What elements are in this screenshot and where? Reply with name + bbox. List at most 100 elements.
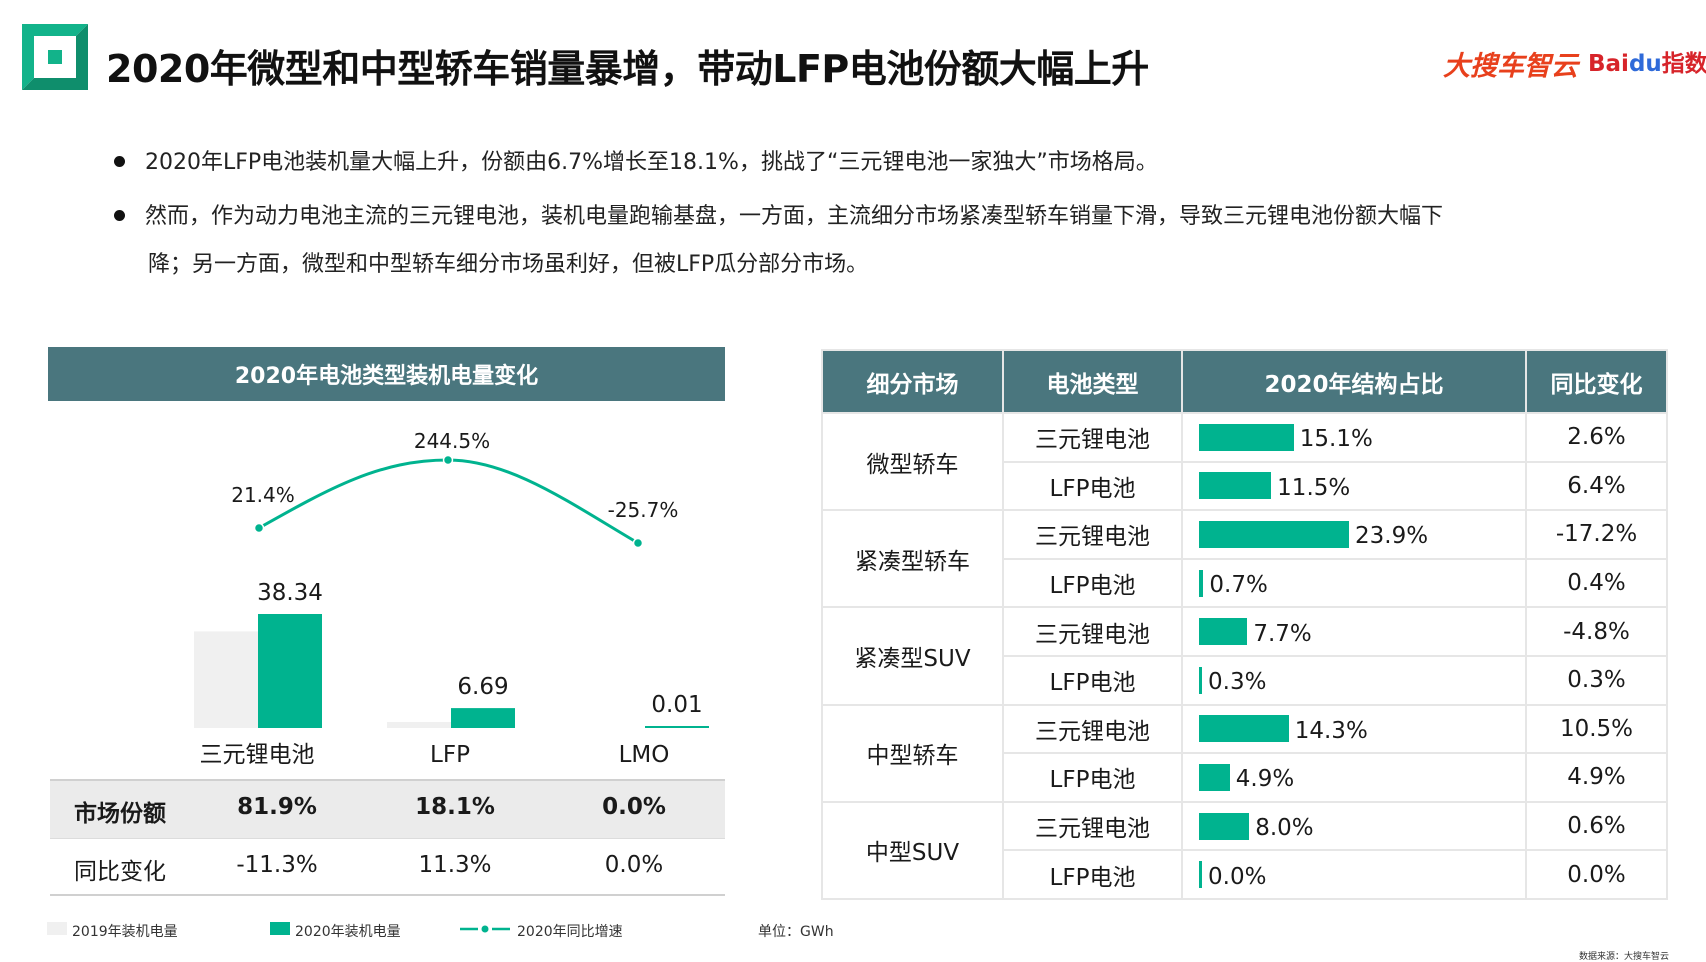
share-label: 15.1% — [1299, 426, 1373, 453]
share-label: 0.7% — [1209, 572, 1268, 599]
growth-point — [632, 537, 644, 549]
share-cell: 0.0% — [1181, 849, 1527, 900]
yoy-change-value: 0.0% — [604, 852, 664, 878]
bar-2020 — [258, 614, 322, 728]
chart-title: 2020年电池类型装机电量变化 — [48, 347, 725, 401]
battery-type-cell: LFP电池 — [1002, 460, 1183, 512]
share-cell: 7.7% — [1181, 606, 1527, 657]
bar-value-label: 6.69 — [457, 674, 508, 700]
legend-2019-swatch — [47, 922, 67, 935]
share-bar — [1199, 812, 1250, 840]
legend-2019-label: 2019年装机电量 — [72, 924, 178, 940]
share-cell: 11.5% — [1181, 460, 1527, 512]
brand-baidu-index-logo: Baidu指数 — [1588, 44, 1706, 78]
table-row: LFP电池 0.0% 0.0% — [822, 849, 1668, 900]
header-change: 同比变化 — [1525, 349, 1668, 414]
segment-cell: 紧凑型轿车 — [821, 509, 1004, 609]
table-row: 紧凑型轿车 三元锂电池 23.9% -17.2% — [821, 509, 1668, 609]
share-cell: 4.9% — [1181, 752, 1527, 803]
share-bar — [1199, 423, 1294, 451]
share-label: 0.0% — [1208, 863, 1267, 890]
share-cell: 8.0% — [1181, 800, 1527, 852]
change-cell: 6.4% — [1525, 460, 1668, 512]
share-bar — [1199, 861, 1202, 889]
bullet-1: 2020年LFP电池装机量大幅上升，份额由6.7%增长至18.1%，挑战了“三元… — [114, 144, 1158, 176]
market-share-value: 81.9% — [237, 794, 317, 820]
battery-chart: 38.34 三元锂电池 6.69 LFP 0.01 LMO 21.4% 244.5% -25.7… — [194, 429, 709, 768]
table-row: LFP电池 11.5% 6.4% — [822, 460, 1668, 512]
brand-dasouche-logo: 大搜车智云 — [1443, 51, 1578, 82]
growth-label: -25.7% — [608, 498, 679, 522]
legend-growth-label: 2020年同比增速 — [517, 924, 623, 940]
table-header-row: 细分市场 电池类型 2020年结构占比 同比变化 — [821, 349, 1668, 414]
change-cell: 10.5% — [1525, 703, 1668, 755]
change-cell: -4.8% — [1525, 606, 1668, 657]
share-cell: 0.7% — [1181, 557, 1527, 609]
change-cell: 2.6% — [1525, 412, 1668, 463]
change-cell: 0.0% — [1525, 849, 1668, 900]
share-cell: 14.3% — [1181, 703, 1527, 755]
bar-2020 — [451, 708, 515, 728]
yoy-change-value: 11.3% — [418, 852, 492, 878]
unit-label: 单位：GWh — [758, 924, 834, 940]
share-cell: 15.1% — [1181, 412, 1527, 463]
segment-cell: 中型SUV — [821, 800, 1004, 900]
bullet-1-text: 2020年LFP电池装机量大幅上升，份额由6.7%增长至18.1%，挑战了“三元… — [145, 150, 1158, 175]
table-row: LFP电池 4.9% 4.9% — [822, 752, 1668, 803]
growth-point — [442, 454, 454, 466]
share-cell: 23.9% — [1181, 509, 1527, 560]
market-share-value: 18.1% — [415, 794, 495, 820]
growth-point — [253, 522, 265, 534]
growth-label: 244.5% — [414, 429, 490, 453]
bullet-dot-icon — [114, 209, 125, 221]
segment-cell: 微型轿车 — [821, 411, 1004, 512]
bar-value-label: 0.01 — [651, 692, 702, 718]
change-cell: 0.4% — [1525, 557, 1668, 609]
category-label: 三元锂电池 — [200, 742, 315, 768]
yoy-change-label: 同比变化 — [74, 859, 166, 885]
legend-2020-label: 2020年装机电量 — [295, 924, 401, 940]
bar-2019 — [387, 722, 451, 728]
share-label: 11.5% — [1277, 474, 1351, 501]
category-label: LFP — [430, 742, 470, 768]
bullet-2-text: 然而，作为动力电池主流的三元锂电池，装机电量跑输基盘，一方面，主流细分市场紧凑型… — [145, 204, 1444, 229]
bar-2020 — [645, 726, 709, 728]
share-cell: 0.3% — [1181, 654, 1527, 706]
table-row: 微型轿车 三元锂电池 15.1% 2.6% — [821, 411, 1668, 512]
baidu-text-du: du — [1628, 51, 1662, 77]
header-segment: 细分市场 — [821, 349, 1004, 414]
battery-type-cell: LFP电池 — [1002, 849, 1183, 900]
change-cell: 0.3% — [1525, 654, 1668, 706]
table-row: 紧凑型SUV 三元锂电池 7.7% -4.8% — [821, 606, 1668, 706]
change-cell: 4.9% — [1525, 752, 1668, 803]
share-label: 7.7% — [1253, 620, 1312, 647]
share-label: 4.9% — [1235, 766, 1295, 793]
growth-line — [258, 458, 639, 545]
table-row: 中型SUV 三元锂电池 8.0% 0.6% — [821, 800, 1668, 900]
change-cell: -17.2% — [1525, 509, 1668, 560]
battery-type-cell: LFP电池 — [1002, 752, 1183, 803]
legend-growth-line-icon — [460, 925, 510, 933]
bullet-dot-icon — [114, 155, 125, 167]
bullet-2-continued: 降；另一方面，微型和中型轿车细分市场虽利好，但被LFP瓜分部分市场。 — [148, 252, 869, 277]
segment-cell: 紧凑型SUV — [821, 606, 1004, 706]
bar-value-label: 38.34 — [257, 580, 323, 606]
baidu-text-index: 指数 — [1661, 51, 1706, 77]
share-bar — [1199, 472, 1272, 500]
battery-type-cell: 三元锂电池 — [1002, 412, 1183, 463]
share-bar — [1199, 763, 1230, 791]
share-bar — [1199, 618, 1248, 646]
brand-logo-icon — [22, 24, 88, 90]
share-bar — [1199, 666, 1202, 694]
segment-cell: 中型轿车 — [821, 703, 1004, 803]
page-title: 2020年微型和中型轿车销量暴增，带动LFP电池份额大幅上升 — [106, 47, 1149, 91]
table-row: LFP电池 0.3% 0.3% — [822, 654, 1668, 706]
share-bar — [1199, 520, 1349, 548]
share-bar — [1199, 569, 1204, 597]
battery-type-cell: 三元锂电池 — [1002, 800, 1183, 852]
market-share-row-bg — [50, 780, 725, 838]
battery-type-cell: 三元锂电池 — [1002, 606, 1183, 657]
share-bar — [1199, 715, 1289, 743]
table-row: LFP电池 0.7% 0.4% — [822, 557, 1668, 609]
data-source: 数据来源：大搜车智云 — [1579, 952, 1670, 962]
